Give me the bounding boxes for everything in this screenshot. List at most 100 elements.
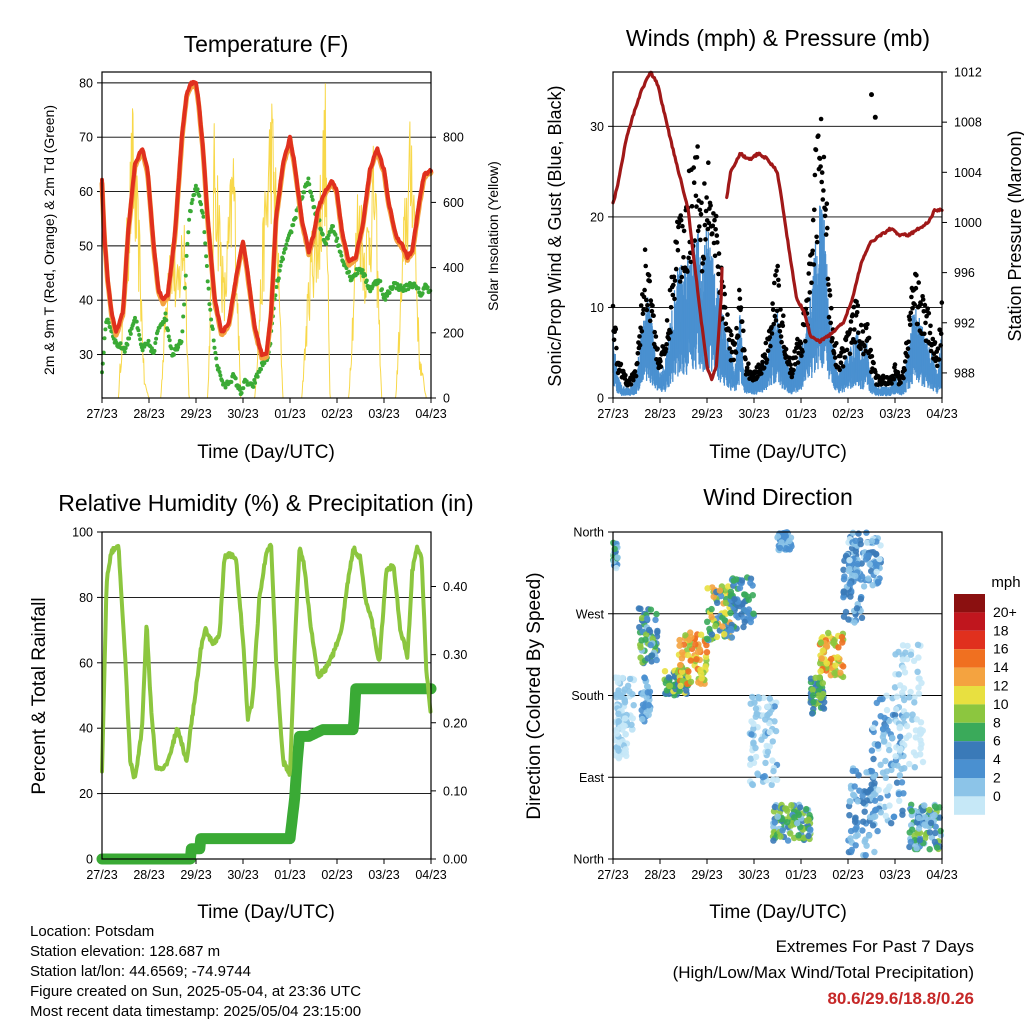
dewpoint-point [146,338,151,343]
gust-point [873,369,878,375]
direction-point [817,639,824,646]
gust-point [644,307,650,313]
gust-point [729,349,735,355]
gust-point [869,92,874,98]
gust-point [920,297,926,302]
direction-point [760,694,767,701]
dewpoint-point [274,285,279,289]
direction-point [713,633,721,641]
direction-point [863,553,870,560]
direction-point [687,678,695,685]
dewpoint-point [364,278,369,283]
dewpoint-point [137,332,142,337]
dewpoint-point [190,197,195,202]
x-tick-label: 01/23 [785,407,816,421]
direction-point [642,636,649,643]
gust-point [827,293,833,298]
gust-point [702,181,707,186]
gust-point [765,348,771,354]
gust-point [618,361,624,367]
gust-point [844,347,850,353]
gust-point [664,342,669,347]
direction-point [772,727,780,735]
x-tick-label: 04/23 [926,868,957,882]
direction-point [911,764,918,771]
direction-point [852,842,859,849]
direction-point [849,767,856,775]
dewpoint-point [203,241,208,246]
gust-point [647,278,652,284]
gust-point [741,328,746,334]
gust-point [712,217,717,223]
gust-point [777,323,782,329]
extremes-values: 80.6/29.6/18.8/0.26 [827,989,974,1008]
x-tick-label: 03/23 [879,868,910,882]
dewpoint-point [164,318,169,323]
gust-point [937,327,943,333]
direction-point [654,627,661,635]
direction-point [678,668,686,675]
direction-point [797,804,804,811]
direction-point [731,595,738,603]
y-tick-label: North [573,526,604,540]
x-tick-label: 01/23 [785,868,816,882]
dewpoint-point [310,197,315,202]
direction-point [628,726,636,733]
gust-point [810,217,816,223]
direction-point [794,819,801,827]
direction-point [778,539,785,546]
colorbar-label: 14 [993,659,1009,675]
gust-point [631,377,636,383]
gust-point [680,223,685,229]
gust-point [731,357,736,363]
direction-point [771,718,778,725]
x-tick-label: 02/23 [321,407,352,421]
dewpoint-point [210,327,215,331]
direction-point [854,831,861,839]
gust-point [913,285,919,291]
direction-xlabel: Time (Day/UTC) [709,902,847,923]
dewpoint-point [336,243,341,248]
gust-point [713,213,719,219]
gust-point [649,308,655,314]
gust-point [677,279,683,284]
dewpoint-point [209,317,214,322]
direction-point [903,712,910,719]
latlon-text: Station lat/lon: 44.6569; -74.9744 [30,963,252,980]
colorbar-label: 12 [993,678,1009,694]
dewpoint-point [281,250,286,255]
gust-point [654,357,659,362]
dewpoint-point [204,264,209,268]
dewpoint-point [425,285,430,290]
direction-point [769,757,776,764]
gust-point [783,346,789,352]
gust-point [795,360,801,365]
gust-point [928,323,933,329]
direction-point [639,715,646,723]
gust-point [852,339,858,345]
gust-point [672,278,678,283]
dewpoint-point [125,342,130,347]
gust-point [921,309,927,314]
dewpoint-point [105,317,110,322]
gust-point [806,271,811,276]
dewpoint-point [309,194,314,199]
direction-point [769,738,776,745]
gust-point [807,290,813,295]
gust-point [935,346,941,352]
direction-point [872,806,880,813]
direction-point [727,625,735,633]
gust-point [769,325,774,330]
dewpoint-point [192,192,197,197]
gust-point [670,292,676,298]
y-tick-label: 10 [590,301,604,315]
direction-point [750,739,757,746]
direction-point [749,781,757,789]
direction-point [643,631,650,638]
direction-point [917,731,924,738]
dewpoint-point [309,190,313,195]
direction-point [884,786,891,793]
direction-point [886,717,893,725]
direction-point [867,786,874,793]
dewpoint-point [255,374,260,379]
